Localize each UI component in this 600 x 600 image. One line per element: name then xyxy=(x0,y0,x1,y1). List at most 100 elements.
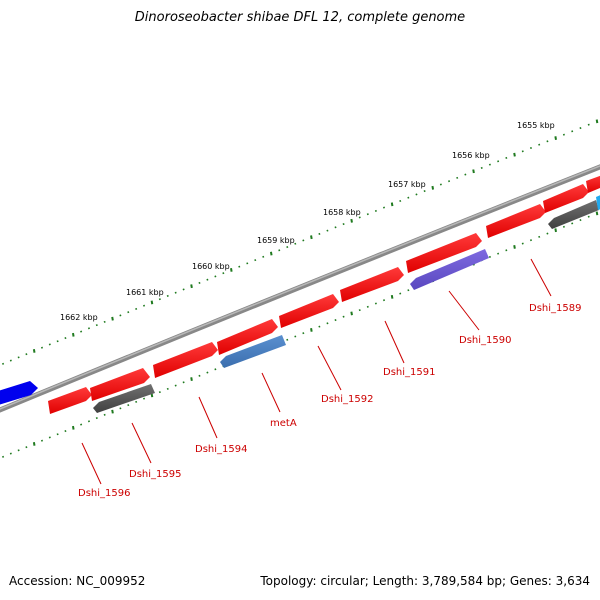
outer-scale-tick xyxy=(166,294,169,297)
gene-forward-6[interactable] xyxy=(340,267,404,302)
outer-scale-tick xyxy=(310,235,313,240)
inner-scale-tick xyxy=(342,315,345,318)
outer-scale-tick xyxy=(423,190,426,193)
leader-meta xyxy=(261,372,281,413)
forward-genes xyxy=(0,174,600,414)
outer-scale-tick xyxy=(135,307,138,310)
inner-scale-tick xyxy=(40,439,44,442)
gene-label-dshi-1589[interactable]: Dshi_1589 xyxy=(529,303,581,314)
inner-scale-tick xyxy=(399,292,402,295)
gene-forward-9[interactable] xyxy=(543,184,589,213)
outer-scale-tick xyxy=(87,327,90,330)
inner-scale-tick xyxy=(174,384,177,387)
outer-scale-tick xyxy=(80,330,83,333)
outer-scale-tick xyxy=(538,143,541,146)
gene-forward-8[interactable] xyxy=(486,204,546,238)
inner-scale-tick xyxy=(80,423,83,426)
inner-scale-tick xyxy=(25,446,28,449)
outer-scale-tick xyxy=(103,320,106,323)
inner-scale-tick xyxy=(546,232,549,235)
inner-scale-tick xyxy=(111,409,114,414)
gene-label-meta[interactable]: metA xyxy=(270,418,297,429)
gene-label-dshi-1591[interactable]: Dshi_1591 xyxy=(383,367,435,378)
inner-scale-tick xyxy=(562,225,565,228)
leader-dshi-1595 xyxy=(131,422,152,464)
outer-scale-tick xyxy=(350,218,353,223)
outer-scale-tick xyxy=(150,300,154,305)
scale-label-1662: 1662 kbp xyxy=(60,313,98,322)
inner-scale-tick xyxy=(17,449,20,452)
inner-scale-tick xyxy=(64,429,67,433)
inner-scale-tick xyxy=(2,455,5,458)
scale-label-1657: 1657 kbp xyxy=(388,180,426,189)
gene-forward-7[interactable] xyxy=(406,233,482,273)
inner-scale-tick xyxy=(366,305,369,308)
gene-forward-2[interactable] xyxy=(90,368,150,401)
outer-scale-tick xyxy=(143,304,146,307)
outer-scale-tick xyxy=(382,206,386,209)
gene-reverse-cyan[interactable] xyxy=(596,193,600,210)
outer-scale-tick xyxy=(174,291,177,294)
inner-scale-tick xyxy=(286,338,289,341)
inner-scale-tick xyxy=(103,413,106,416)
leader-dshi-1590 xyxy=(448,290,480,331)
leader-dshi-1594 xyxy=(198,396,218,439)
inner-scale-tick xyxy=(538,235,541,238)
inner-scale-tick xyxy=(579,219,582,222)
outer-scale-tick xyxy=(505,156,508,160)
gene-forward-4[interactable] xyxy=(217,319,278,355)
inner-scale-tick xyxy=(48,436,51,439)
outer-scale-tick xyxy=(95,324,98,327)
genome-summary-text: Topology: circular; Length: 3,789,584 bp… xyxy=(260,574,590,588)
outer-scale-tick xyxy=(579,126,582,130)
outer-scale-tick xyxy=(286,245,289,249)
outer-scale-tick xyxy=(334,226,337,229)
outer-scale-tick xyxy=(214,275,217,278)
outer-scale-tick xyxy=(71,332,75,337)
inner-scale-tick xyxy=(32,442,36,446)
map-title: Dinoroseobacter shibae DFL 12, complete … xyxy=(134,10,466,25)
inner-scale-tick xyxy=(390,294,394,299)
outer-scale-tick xyxy=(2,362,5,365)
gene-forward-3[interactable] xyxy=(153,342,218,378)
outer-scale-tick xyxy=(374,209,377,212)
inner-scale-tick xyxy=(127,404,130,407)
outer-scale-tick xyxy=(48,343,51,346)
gene-blue-arrow[interactable] xyxy=(0,381,38,406)
gene-label-dshi-1592[interactable]: Dshi_1592 xyxy=(321,394,373,405)
scale-label-1655: 1655 kbp xyxy=(517,121,555,130)
accession-text: Accession: NC_009952 xyxy=(9,574,146,588)
gene-label-dshi-1595[interactable]: Dshi_1595 xyxy=(129,469,181,480)
outer-scale-tick xyxy=(554,136,557,140)
gene-label-dshi-1590[interactable]: Dshi_1590 xyxy=(459,335,511,346)
inner-scale-tick xyxy=(521,242,524,245)
outer-scale-tick xyxy=(456,176,459,179)
outer-scale-tick xyxy=(294,242,297,245)
inner-scale-tick xyxy=(334,318,337,322)
outer-scale-tick xyxy=(587,123,590,126)
gene-forward-5[interactable] xyxy=(279,294,339,328)
gene-label-dshi-1594[interactable]: Dshi_1594 xyxy=(195,444,247,455)
inner-scale-tick xyxy=(135,400,138,403)
inner-scale-tick xyxy=(158,391,161,394)
scale-label-1658: 1658 kbp xyxy=(323,208,361,217)
inner-scale-tick xyxy=(374,302,377,305)
gene-reverse-grey-1[interactable] xyxy=(93,384,155,413)
gene-forward-10[interactable] xyxy=(586,174,600,193)
inner-scale-tick xyxy=(182,381,185,384)
genome-backbone-highlight xyxy=(0,165,600,410)
gene-reverse-grey-2[interactable] xyxy=(548,200,599,229)
outer-scale-ticks xyxy=(2,119,599,365)
outer-scale-tick xyxy=(358,216,361,219)
outer-scale-tick xyxy=(318,232,321,235)
gene-forward-1[interactable] xyxy=(48,387,92,414)
gene-reverse-purple[interactable] xyxy=(410,249,489,290)
gene-label-dshi-1596[interactable]: Dshi_1596 xyxy=(78,488,130,499)
inner-scale-tick xyxy=(488,255,491,259)
inner-scale-tick xyxy=(497,252,500,255)
outer-scale-tick xyxy=(521,150,524,153)
inner-scale-tick xyxy=(190,377,193,382)
gene-reverse-steel[interactable] xyxy=(220,335,286,368)
outer-scale-tick xyxy=(127,311,130,314)
